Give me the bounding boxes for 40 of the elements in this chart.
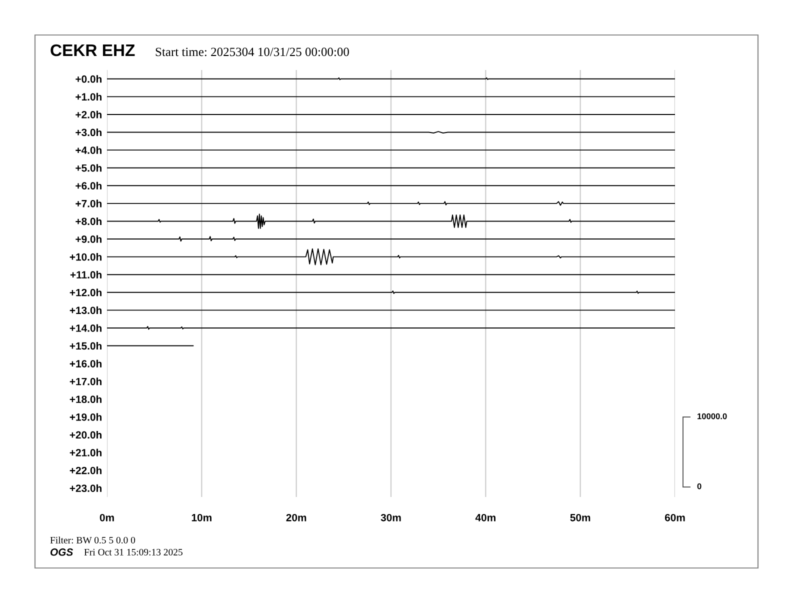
y-tick-label: +7.0h xyxy=(76,200,102,208)
y-tick-label: +10.0h xyxy=(70,253,102,261)
y-tick-label: +9.0h xyxy=(76,235,102,243)
x-tick-label: 20m xyxy=(286,514,306,522)
y-tick-label: +4.0h xyxy=(76,146,102,154)
line-series xyxy=(107,214,675,229)
y-tick-label: +13.0h xyxy=(70,306,102,314)
y-tick-label: +2.0h xyxy=(76,110,102,118)
x-tick-label: 50m xyxy=(570,514,590,522)
y-tick-label: +23.0h xyxy=(70,484,102,492)
y-tick-label: +20.0h xyxy=(70,430,102,439)
x-tick-label: 30m xyxy=(380,514,401,522)
y-tick-label: +22.0h xyxy=(70,466,102,474)
text: Fri Oct 31 15:09:13 2025 xyxy=(84,548,182,556)
y-tick-label: +5.0h xyxy=(76,164,102,172)
y-tick-label: +18.0h xyxy=(70,395,102,404)
x-tick-label: 40m xyxy=(475,514,496,522)
y-tick-label: +1.0h xyxy=(76,92,102,101)
text: Filter: BW 0.5 5 0.0 0 xyxy=(50,536,136,544)
y-tick-label: +15.0h xyxy=(70,342,102,350)
y-tick-label: +8.0h xyxy=(76,217,102,226)
text: 10000.0 xyxy=(698,413,727,420)
chart-subtitle: Start time: 2025304 10/31/25 00:00:00 xyxy=(156,48,349,56)
text: 0 xyxy=(697,483,702,490)
x-tick-label: 10m xyxy=(192,514,212,522)
line-series xyxy=(107,248,675,266)
x-tick-label: 0m xyxy=(100,514,114,522)
y-tick-label: +17.0h xyxy=(70,378,102,386)
y-tick-label: +11.0h xyxy=(70,270,102,278)
x-tick-label: 60m xyxy=(664,514,685,522)
y-tick-label: +14.0h xyxy=(70,324,102,332)
text: OGS xyxy=(50,548,74,556)
y-tick-label: +19.0h xyxy=(70,413,102,421)
y-tick-label: +0.0h xyxy=(76,75,102,83)
y-tick-label: +21.0h xyxy=(70,448,102,456)
y-tick-label: +3.0h xyxy=(76,128,102,136)
y-tick-label: +16.0h xyxy=(70,360,102,368)
chart-title: CEKR EHZ xyxy=(50,44,135,56)
y-tick-label: +6.0h xyxy=(76,182,102,190)
y-tick-label: +12.0h xyxy=(70,288,102,296)
